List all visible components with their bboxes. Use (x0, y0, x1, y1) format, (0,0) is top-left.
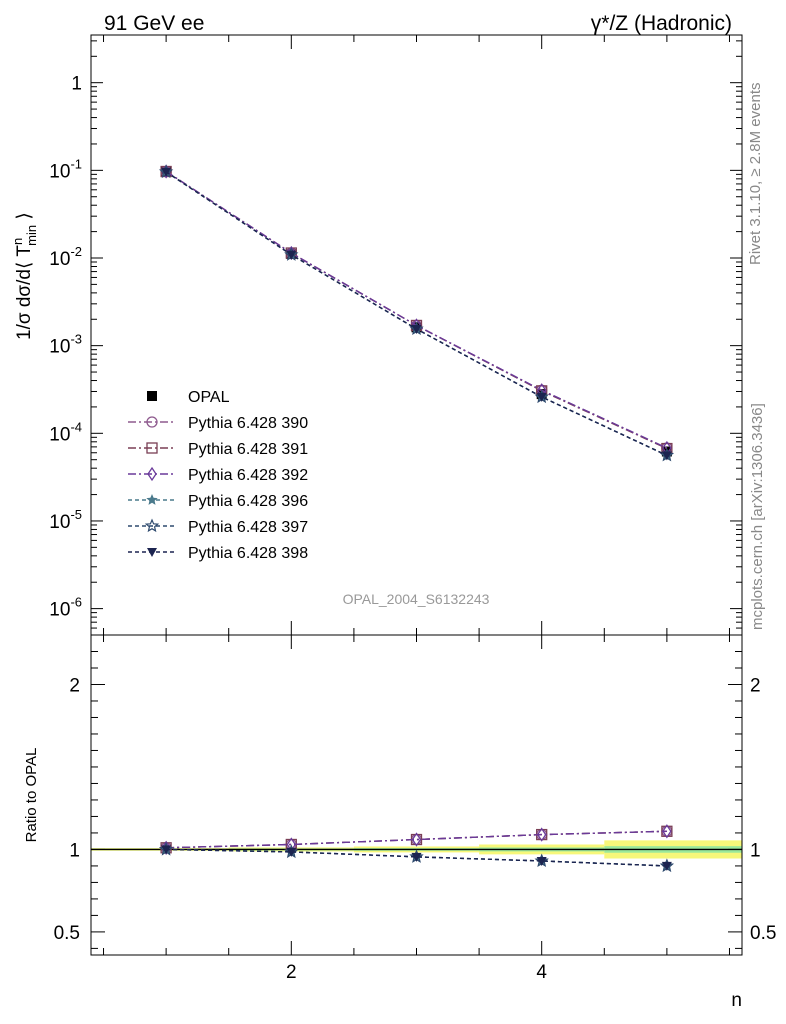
legend-marker (147, 548, 157, 557)
ratio-series-line (166, 830, 667, 849)
legend-entry: Pythia 6.428 392 (188, 467, 308, 484)
x-tick-label: 2 (286, 962, 297, 983)
ratio-data-point (161, 845, 172, 855)
y-tick-label: 10-5 (49, 507, 82, 533)
series-line (165, 170, 668, 450)
ratio-data-point (286, 847, 297, 857)
ratio-data-point (536, 856, 547, 866)
ratio-y-tick-label-right: 0.5 (750, 923, 776, 944)
y-tick-label: 10-1 (49, 156, 82, 182)
legend-entry: Pythia 6.428 398 (188, 545, 308, 562)
legend-marker (144, 518, 160, 533)
ratio-panel: 0.5 0.5 1 1 2 2 2 4 Ratio to OPAL n (23, 634, 776, 1011)
data-point (661, 451, 672, 461)
series-line (165, 170, 668, 449)
y-axis-label: 1/σ dσ/d⟨ Tnmin ⟩ (10, 212, 39, 340)
ratio-y-tick-label: 0.5 (54, 923, 80, 944)
ratio-data-point (661, 861, 672, 871)
series-line (165, 171, 668, 457)
series-line (165, 170, 668, 449)
y-tick-label: 1 (71, 74, 82, 95)
data-point (536, 392, 547, 402)
ratio-y-tick-label-right: 1 (750, 840, 761, 861)
legend-entry: Pythia 6.428 396 (188, 493, 308, 510)
ratio-data-point (662, 824, 672, 839)
ratio-y-tick-label: 1 (69, 840, 80, 861)
ratio-data-point (536, 827, 547, 842)
series-line (165, 171, 668, 457)
y-tick-label: 10-4 (49, 419, 82, 445)
x-tick-label: 4 (536, 962, 547, 983)
legend-marker (146, 442, 158, 454)
data-point (286, 250, 297, 260)
legend-marker (147, 466, 157, 482)
ratio-data-point (411, 832, 422, 847)
data-point (411, 324, 422, 334)
legend-marker (147, 391, 157, 401)
y-tick-label: 10-6 (49, 595, 82, 621)
ratio-plot-frame (90, 634, 743, 956)
legend-entry: OPAL (188, 389, 230, 406)
y-tick-label: 10-3 (49, 332, 82, 358)
legend-entry: Pythia 6.428 391 (188, 441, 308, 458)
y-tick-label: 10-2 (49, 244, 82, 270)
series-line (165, 171, 668, 457)
ratio-y-axis-label: Ratio to OPAL (23, 748, 40, 843)
legend-entry: Pythia 6.428 390 (188, 415, 308, 432)
main-panel: 1 10-1 10-2 10-3 10-4 10-5 10-6 1/σ dσ/d⟨ Tnmin… (10, 34, 743, 636)
left-title: 91 GeV ee (104, 12, 204, 35)
legend: OPAL Pythia 6.428 390 Pythia 6.428 391 Pyth… (128, 389, 308, 562)
ratio-data-point (411, 852, 422, 862)
legend-entry: Pythia 6.428 397 (188, 519, 308, 536)
analysis-label: OPAL_2004_S6132243 (343, 591, 490, 607)
ratio-y-tick-label-right: 2 (750, 675, 761, 696)
x-axis-label: n (731, 990, 742, 1011)
rivet-label: Rivet 3.1.10, ≥ 2.8M events (747, 83, 764, 266)
data-point (161, 167, 172, 177)
legend-marker (146, 416, 158, 428)
legend-marker (146, 494, 158, 505)
ratio-y-tick-label: 2 (69, 675, 80, 696)
mcplots-label: mcplots.cern.ch [arXiv:1306.3436] (749, 403, 766, 630)
right-title: γ*/Z (Hadronic) (591, 12, 732, 35)
